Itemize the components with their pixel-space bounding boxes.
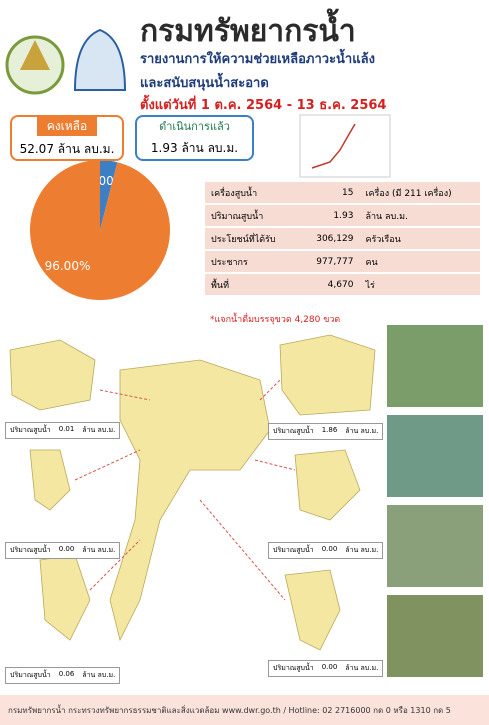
callout: คงเหลือ 52.07 ล้าน ลบ.ม. bbox=[10, 115, 124, 161]
region-unit: ล้าน ลบ.ม. bbox=[82, 545, 115, 556]
table-cell: ปริมาณสูบน้ำ bbox=[205, 204, 299, 227]
table-cell: คน bbox=[359, 250, 480, 273]
region-label: ปริมาณสูบน้ำ 0.00 ล้าน ลบ.ม. bbox=[5, 542, 120, 559]
region-value: 1.86 bbox=[322, 426, 338, 437]
table-cell: ไร่ bbox=[359, 273, 480, 296]
table-cell: ประโยชน์ที่ได้รับ bbox=[205, 227, 299, 250]
callout-value: 1.93 ล้าน ลบ.ม. bbox=[137, 139, 252, 158]
callout-label: คงเหลือ bbox=[37, 117, 97, 136]
table-cell: 4,670 bbox=[299, 273, 359, 296]
region-value: 0.00 bbox=[322, 545, 338, 556]
region-label: ปริมาณสูบน้ำ bbox=[273, 426, 314, 437]
table-cell: เครื่องสูบน้ำ bbox=[205, 182, 299, 204]
date: ตั้งแต่วันที่ 1 ต.ค. 2564 - 13 ธ.ค. 2564 bbox=[140, 94, 386, 115]
region-unit: ล้าน ลบ.ม. bbox=[345, 663, 378, 674]
region-unit: ล้าน ลบ.ม. bbox=[345, 545, 378, 556]
region-label: ปริมาณสูบน้ำ bbox=[10, 425, 51, 436]
table-cell: 306,129 bbox=[299, 227, 359, 250]
region-label: ปริมาณสูบน้ำ bbox=[10, 670, 51, 681]
table-cell: พื้นที่ bbox=[205, 273, 299, 296]
callout-value: 52.07 ล้าน ลบ.ม. bbox=[12, 140, 122, 159]
region-label: ปริมาณสูบน้ำ 0.00 ล้าน ลบ.ม. bbox=[268, 542, 383, 559]
region-unit: ล้าน ลบ.ม. bbox=[82, 425, 115, 436]
region-value: 0.00 bbox=[322, 663, 338, 674]
region-unit: ล้าน ลบ.ม. bbox=[82, 670, 115, 681]
region-label: ปริมาณสูบน้ำ 0.01 ล้าน ลบ.ม. bbox=[5, 422, 120, 439]
pie-label: 96.00% bbox=[45, 259, 91, 273]
region-unit: ล้าน ลบ.ม. bbox=[345, 426, 378, 437]
region-label: ปริมาณสูบน้ำ bbox=[10, 545, 51, 556]
table-cell: เครื่อง (มี 211 เครื่อง) bbox=[359, 182, 480, 204]
subtitle: รายงานการให้ความช่วยเหลือภาวะน้ำแล้ง bbox=[140, 48, 375, 69]
region-label: ปริมาณสูบน้ำ bbox=[273, 545, 314, 556]
table-cell: 977,777 bbox=[299, 250, 359, 273]
table-cell: ล้าน ลบ.ม. bbox=[359, 204, 480, 227]
table-cell: 1.93 bbox=[299, 204, 359, 227]
subtitle: และสนับสนุนน้ำสะอาด bbox=[140, 72, 269, 93]
note: *แจกน้ำดื่มบรรจุขวด 4,280 ขวด bbox=[210, 312, 340, 326]
callout: ดำเนินการแล้ว 1.93 ล้าน ลบ.ม. bbox=[135, 115, 254, 161]
table-cell: ประชากร bbox=[205, 250, 299, 273]
region-value: 0.01 bbox=[59, 425, 75, 436]
pie-chart: 4.00%96.00% bbox=[25, 155, 175, 305]
page: กรมทรัพยากรน้ำ รายงานการให้ความช่วยเหลือ… bbox=[0, 0, 489, 725]
region-label: ปริมาณสูบน้ำ 0.06 ล้าน ลบ.ม. bbox=[5, 667, 120, 684]
region-value: 0.06 bbox=[59, 670, 75, 681]
table-cell: 15 bbox=[299, 182, 359, 204]
callout-label: ดำเนินการแล้ว bbox=[137, 117, 252, 135]
table-cell: ครัวเรือน bbox=[359, 227, 480, 250]
region-label: ปริมาณสูบน้ำ 1.86 ล้าน ลบ.ม. bbox=[268, 423, 383, 440]
region-label: ปริมาณสูบน้ำ 0.00 ล้าน ลบ.ม. bbox=[268, 660, 383, 677]
footer: กรมทรัพยากรน้ำ กระทรวงทรัพยากรธรรมชาติแล… bbox=[8, 704, 451, 717]
region-value: 0.00 bbox=[59, 545, 75, 556]
region-label: ปริมาณสูบน้ำ bbox=[273, 663, 314, 674]
